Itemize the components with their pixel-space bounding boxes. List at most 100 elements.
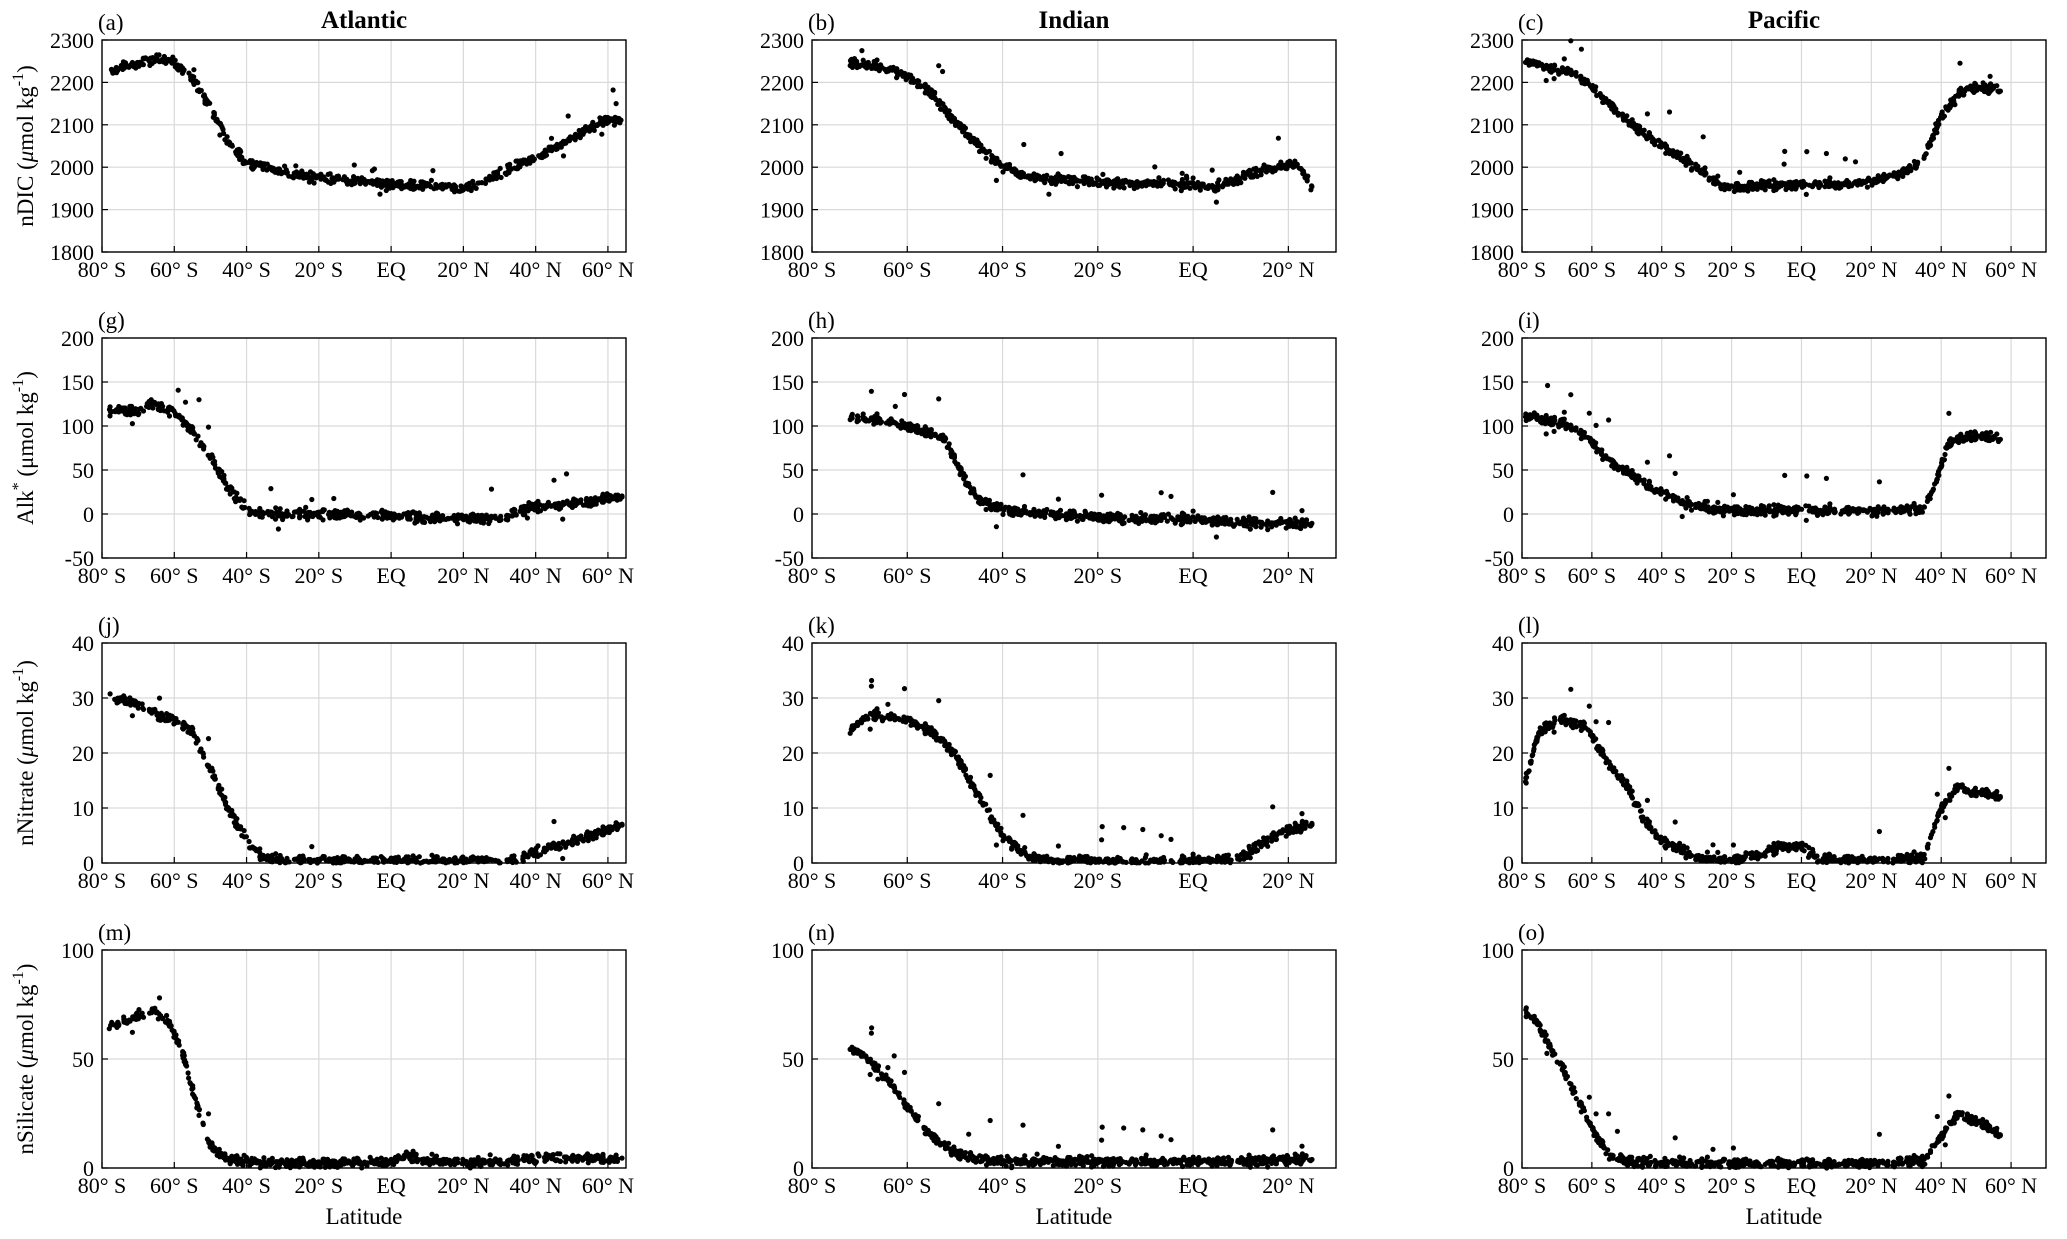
data-point bbox=[261, 510, 267, 516]
data-point bbox=[1024, 174, 1030, 180]
data-point bbox=[961, 475, 967, 482]
y-tick-label: 100 bbox=[771, 414, 804, 439]
data-point bbox=[984, 500, 990, 507]
data-point bbox=[535, 843, 541, 849]
data-point bbox=[1293, 524, 1299, 530]
data-point bbox=[481, 856, 487, 862]
data-point bbox=[388, 510, 394, 517]
data-point bbox=[1276, 162, 1282, 168]
data-point bbox=[1959, 435, 1965, 441]
x-tick-label: 60° S bbox=[150, 563, 199, 588]
data-point bbox=[606, 497, 612, 503]
y-label-part: ) bbox=[13, 660, 38, 668]
data-point bbox=[480, 513, 486, 519]
data-point bbox=[893, 69, 900, 75]
data-point bbox=[1644, 111, 1650, 117]
data-point bbox=[541, 153, 548, 159]
data-point bbox=[1712, 179, 1718, 185]
data-point bbox=[1299, 508, 1305, 514]
data-point bbox=[1777, 182, 1783, 188]
data-point bbox=[1823, 179, 1829, 186]
y-tick-label: 200 bbox=[1481, 326, 1514, 351]
data-point bbox=[130, 697, 136, 704]
x-tick-label: 60° S bbox=[150, 868, 199, 893]
data-point bbox=[237, 147, 243, 153]
data-point bbox=[424, 180, 430, 187]
data-point bbox=[560, 501, 566, 508]
y-label-part: (μmol kg bbox=[13, 392, 38, 483]
data-point bbox=[1628, 470, 1634, 477]
data-point bbox=[338, 513, 344, 520]
data-point bbox=[311, 180, 317, 186]
data-point bbox=[560, 153, 567, 159]
data-point bbox=[1842, 508, 1848, 514]
x-tick-label: 20° N bbox=[1262, 563, 1314, 588]
data-point bbox=[1269, 520, 1276, 526]
data-point bbox=[1219, 520, 1225, 526]
data-point bbox=[1541, 64, 1547, 70]
data-point bbox=[1002, 163, 1009, 169]
data-point bbox=[344, 512, 350, 518]
x-tick-label: 40° N bbox=[1915, 563, 1967, 588]
data-point bbox=[1150, 182, 1156, 188]
data-point bbox=[1804, 473, 1810, 479]
x-tick-label: 80° S bbox=[78, 257, 127, 282]
axes-box bbox=[1521, 39, 2047, 253]
data-point bbox=[121, 65, 127, 71]
data-point bbox=[568, 135, 574, 141]
data-point bbox=[1693, 504, 1699, 510]
data-point bbox=[1578, 436, 1584, 442]
data-point bbox=[885, 67, 891, 73]
panel-label: (i) bbox=[1518, 308, 1540, 333]
data-point bbox=[1180, 513, 1186, 519]
y-tick-label: 200 bbox=[771, 326, 804, 351]
data-point bbox=[1564, 67, 1570, 73]
data-point bbox=[431, 186, 437, 192]
data-point bbox=[1915, 159, 1921, 165]
data-point bbox=[962, 125, 969, 131]
data-point bbox=[107, 691, 113, 697]
data-point bbox=[487, 856, 493, 862]
data-point bbox=[563, 140, 569, 146]
data-point bbox=[1168, 493, 1174, 499]
data-point bbox=[1664, 490, 1670, 496]
data-point bbox=[452, 517, 458, 523]
data-point bbox=[584, 495, 590, 502]
data-point bbox=[1597, 91, 1603, 97]
data-point bbox=[380, 178, 386, 184]
data-point bbox=[600, 491, 606, 497]
data-point bbox=[1578, 429, 1584, 435]
data-point bbox=[1067, 174, 1073, 180]
data-point bbox=[269, 857, 275, 863]
data-point bbox=[477, 518, 483, 524]
data-point bbox=[1110, 512, 1116, 518]
data-point bbox=[1939, 462, 1945, 468]
data-point bbox=[1932, 481, 1938, 487]
data-point bbox=[958, 465, 964, 472]
y-tick-label: 50 bbox=[72, 458, 94, 483]
x-tick-label: 20° N bbox=[437, 563, 489, 588]
x-tick-label: 60° N bbox=[582, 257, 634, 282]
data-point bbox=[377, 191, 383, 197]
data-point bbox=[196, 397, 202, 403]
data-point bbox=[878, 419, 885, 425]
data-point bbox=[524, 515, 531, 521]
data-point bbox=[141, 56, 147, 62]
data-point bbox=[264, 161, 270, 167]
data-point bbox=[1876, 479, 1882, 485]
data-point bbox=[129, 713, 135, 719]
data-point bbox=[1722, 506, 1728, 512]
data-point bbox=[1100, 171, 1106, 177]
data-point bbox=[1009, 512, 1015, 518]
data-point bbox=[241, 498, 247, 504]
data-point bbox=[1977, 84, 1983, 90]
data-point bbox=[1876, 506, 1882, 512]
data-point bbox=[1221, 181, 1227, 187]
data-point bbox=[592, 495, 598, 501]
data-point bbox=[1142, 512, 1148, 518]
axes-box bbox=[101, 39, 627, 253]
data-point bbox=[172, 57, 178, 63]
data-point bbox=[1964, 435, 1971, 441]
data-point bbox=[1168, 180, 1174, 187]
